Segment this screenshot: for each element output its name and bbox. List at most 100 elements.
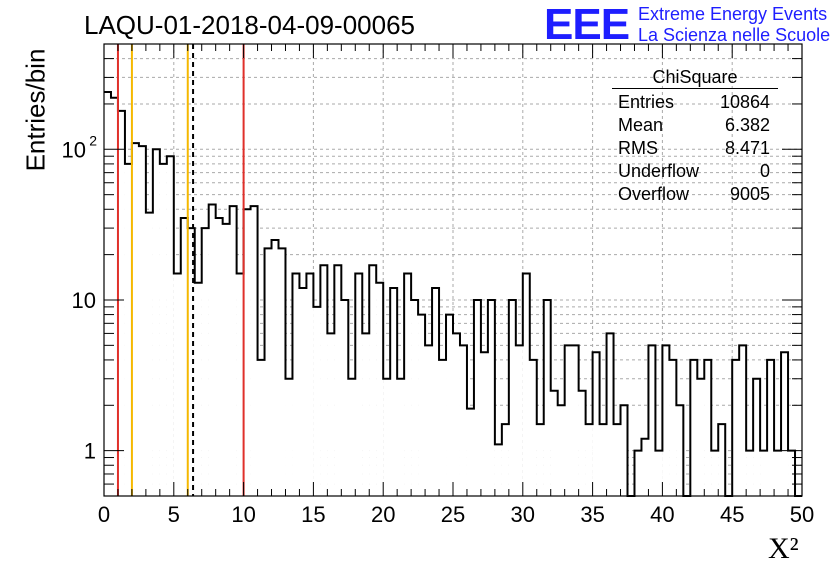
histogram-bin-fill <box>536 424 544 496</box>
histogram-bin-fill <box>299 288 307 496</box>
histogram-bin-fill <box>341 299 349 496</box>
plot-title: LAQU-01-2018-04-09-00065 <box>84 10 415 40</box>
x-tick-label: 0 <box>98 502 110 527</box>
y-tick-label: 10 <box>72 288 96 313</box>
stats-row-underflow: Underflow 0 <box>612 160 778 183</box>
x-tick-label: 45 <box>720 502 744 527</box>
histogram-bin-fill <box>320 265 328 496</box>
histogram-bin-fill <box>145 212 153 496</box>
histogram-bin-fill <box>760 450 768 496</box>
histogram-bin-fill <box>383 378 391 496</box>
stats-label: Entries <box>618 92 675 112</box>
histogram-bin-fill <box>571 345 579 496</box>
histogram-bin-fill <box>187 228 195 497</box>
stats-value: 8.471 <box>724 138 770 158</box>
histogram-bin-fill <box>634 450 642 496</box>
histogram-bin-fill <box>243 209 251 497</box>
histogram-bin-fill <box>473 299 481 496</box>
histogram-bin-fill <box>376 282 384 496</box>
histogram-bin-fill <box>117 110 125 496</box>
histogram-bin-fill <box>494 444 502 496</box>
histogram-bin-fill <box>124 163 132 496</box>
histogram-bin-fill <box>746 450 754 496</box>
stats-row-rms: RMS 8.471 <box>612 137 778 160</box>
histogram-bin-fill <box>425 345 433 496</box>
x-tick-label: 25 <box>441 502 465 527</box>
histogram-bin-fill <box>418 314 426 496</box>
histogram-bin-fill <box>753 378 761 496</box>
histogram-bin-fill <box>620 405 628 496</box>
stats-label: Mean <box>618 115 664 135</box>
stats-label: Underflow <box>618 161 700 181</box>
histogram-bin-fill <box>669 359 677 496</box>
histogram-bin-fill <box>487 299 495 496</box>
histogram-bin-fill <box>180 218 188 496</box>
stats-value: 6.382 <box>724 115 770 135</box>
histogram-bin-fill <box>369 265 377 496</box>
logo-mark: EEE <box>544 0 630 49</box>
x-tick-label: 30 <box>511 502 535 527</box>
histogram-bin-fill <box>390 288 398 496</box>
histogram-bin-fill <box>774 450 782 496</box>
histogram-bin-fill <box>313 306 321 496</box>
histogram-bin-fill <box>641 438 649 496</box>
histogram-bin-fill <box>676 405 684 496</box>
histogram-bin-fill <box>152 149 160 497</box>
histogram-bin-fill <box>397 378 405 496</box>
histogram-bin-fill <box>704 359 712 496</box>
histogram-bin-fill <box>767 359 775 496</box>
stats-box: ChiSquare Entries 10864 Mean 6.382 RMS 8… <box>612 66 778 206</box>
histogram-bin-fill <box>173 273 181 496</box>
histogram-bin-fill <box>355 273 363 496</box>
histogram-series <box>104 91 802 497</box>
x-tick-label: 50 <box>790 502 814 527</box>
x-tick-label: 40 <box>650 502 674 527</box>
y-axis-label: Entries/bin <box>20 48 51 172</box>
marker-lines <box>116 44 245 496</box>
histogram-bin-fill <box>264 248 272 496</box>
histogram-bin-fill <box>711 450 719 496</box>
histogram-bin-fill <box>348 378 356 496</box>
histogram-bin-fill <box>592 352 600 496</box>
histogram-bin-fill <box>404 273 412 496</box>
histogram-bin-fill <box>166 156 174 496</box>
histogram-bin-fill <box>466 408 474 496</box>
histogram-bin-fill <box>578 390 586 496</box>
histogram-bin-fill <box>585 424 593 496</box>
logo-line-2: La Scienza nelle Scuole <box>638 25 831 45</box>
histogram-bin-fill <box>208 204 216 496</box>
x-tick-label: 15 <box>301 502 325 527</box>
histogram-bin-fill <box>131 143 139 496</box>
histogram-bin-fill <box>718 424 726 496</box>
histogram-bin-fill <box>250 206 258 496</box>
histogram-bin-fill <box>648 345 656 496</box>
histogram-bin-fill <box>257 359 265 496</box>
x-tick-label: 35 <box>580 502 604 527</box>
x-tick-label: 5 <box>168 502 180 527</box>
histogram-bin-fill <box>334 265 342 496</box>
histogram-bin-fill <box>215 218 223 496</box>
histogram-bin-fill <box>599 424 607 496</box>
histogram-bin-fill <box>306 273 314 496</box>
histogram-bin-fill <box>222 223 230 496</box>
histogram-bin-fill <box>292 273 300 496</box>
histogram-bin-fill <box>515 345 523 496</box>
histogram-bin-fill <box>606 333 614 496</box>
histogram-bin-fill <box>739 345 747 496</box>
histogram-bin-fill <box>229 206 237 496</box>
histogram-bin-fill <box>557 405 565 496</box>
histogram-bin-fill <box>613 424 621 496</box>
histogram-bin-fill <box>104 92 111 497</box>
histogram-bin-fill <box>522 273 530 496</box>
histogram-bin-fill <box>201 228 209 497</box>
stats-value: 0 <box>759 161 770 181</box>
stats-label: Overflow <box>618 184 690 204</box>
x-tick-label: 10 <box>231 502 255 527</box>
histogram-bin-fill <box>278 248 286 496</box>
histogram-bin-fill <box>564 345 572 496</box>
histogram-bin-fill <box>285 378 293 496</box>
histogram-bin-fill <box>501 424 509 496</box>
histogram-bin-fill <box>459 345 467 496</box>
histogram-bin-fill <box>550 390 558 496</box>
